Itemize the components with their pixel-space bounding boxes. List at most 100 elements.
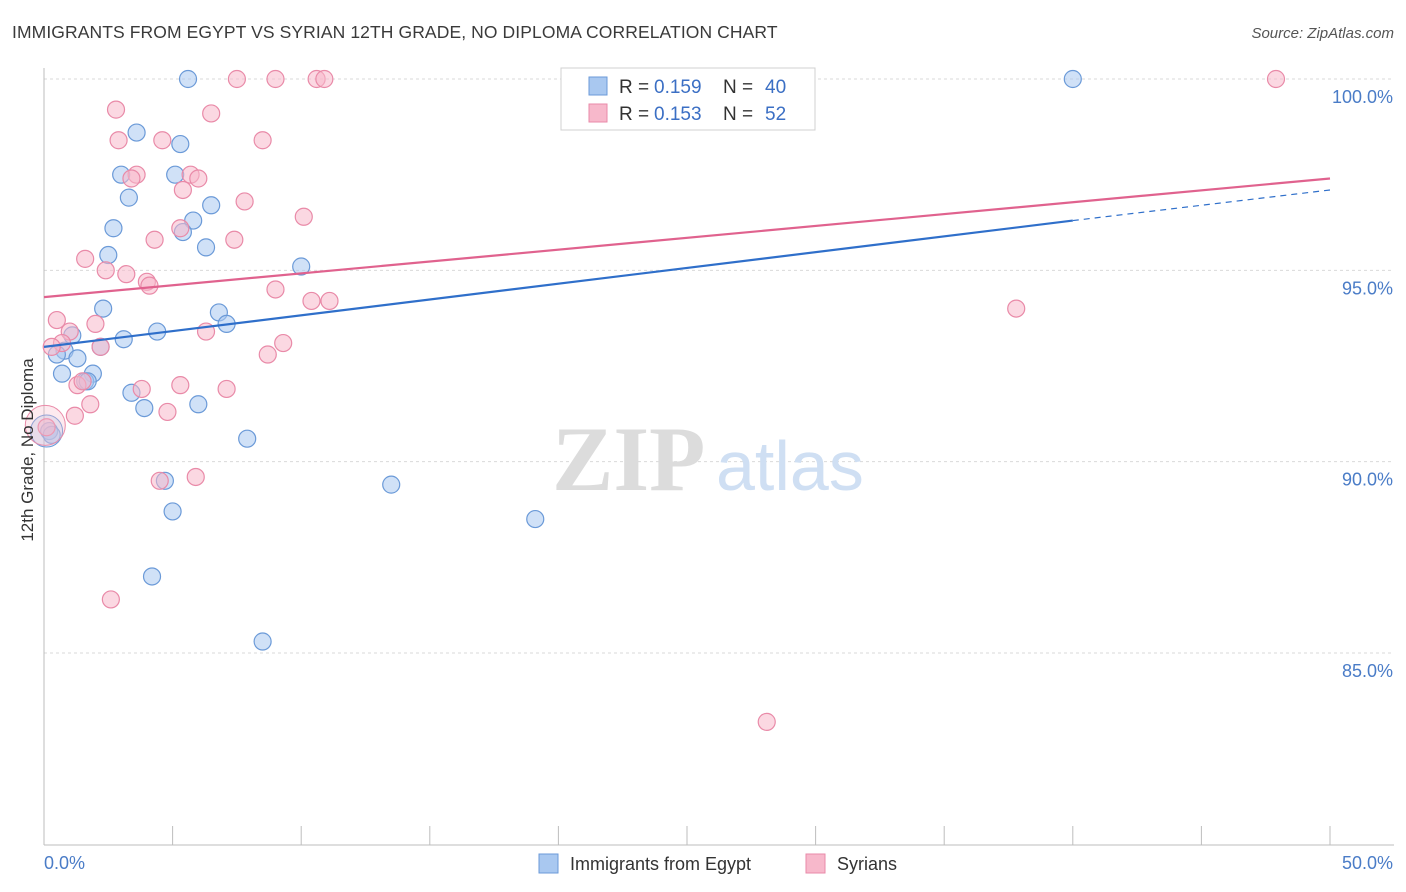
egypt-point-5 bbox=[166, 165, 185, 184]
syrians-point-41 bbox=[132, 379, 151, 399]
syrians-point-43 bbox=[158, 402, 177, 422]
syrians-point-29 bbox=[1007, 299, 1026, 318]
egypt-point-11 bbox=[196, 238, 216, 257]
syrians-point-cluster bbox=[24, 404, 66, 446]
syrians-point-19 bbox=[145, 230, 164, 249]
series-syrians-points bbox=[24, 69, 1286, 731]
legend-n-value-egypt: 40 bbox=[765, 77, 786, 98]
syrians-point-23 bbox=[117, 265, 136, 284]
syrians-point-31 bbox=[86, 314, 105, 334]
y-tick-label-95: 95.0% bbox=[1342, 278, 1393, 298]
syrians-point-45 bbox=[37, 418, 56, 437]
watermark-atlas: atlas bbox=[716, 427, 864, 505]
bottom-legend-label-syrians: Syrians bbox=[837, 854, 897, 874]
syrians-point-10 bbox=[253, 131, 272, 150]
egypt-point-6 bbox=[119, 188, 138, 207]
egypt-point-33 bbox=[238, 429, 257, 448]
egypt-point-36 bbox=[163, 502, 182, 521]
syrians-point-18 bbox=[171, 219, 190, 238]
syrians-point-44 bbox=[65, 406, 84, 425]
syrians-point-50 bbox=[73, 372, 92, 391]
egypt-point-9 bbox=[104, 219, 123, 238]
chart-title: IMMIGRANTS FROM EGYPT VS SYRIAN 12TH GRA… bbox=[12, 22, 778, 42]
syrians-point-22 bbox=[96, 261, 115, 280]
syrians-point-3 bbox=[315, 69, 334, 89]
syrians-point-14 bbox=[122, 169, 141, 188]
syrians-point-39 bbox=[171, 376, 190, 395]
gridlines bbox=[44, 78, 1394, 654]
y-tick-label-90: 90.0% bbox=[1342, 470, 1393, 490]
legend: R = 0.159 N = 40 R = 0.153 N = 52 bbox=[560, 67, 816, 131]
legend-r-label-syrians: R = bbox=[619, 104, 649, 125]
y-axis-title: 12th Grade, No Diploma bbox=[18, 358, 37, 542]
syrians-point-7 bbox=[202, 104, 221, 123]
egypt-point-34 bbox=[382, 475, 401, 494]
x-tick-labels: 0.0% 50.0% bbox=[44, 853, 1393, 873]
syrians-point-0 bbox=[227, 69, 246, 89]
bottom-legend-label-egypt: Immigrants from Egypt bbox=[570, 854, 751, 874]
syrians-trend-line bbox=[43, 177, 1331, 299]
egypt-point-38 bbox=[142, 567, 162, 586]
egypt-point-12 bbox=[99, 245, 118, 265]
egypt-point-30 bbox=[189, 395, 208, 414]
bottom-legend-swatch-egypt bbox=[538, 853, 559, 874]
legend-n-label-syrians: N = bbox=[723, 104, 753, 125]
syrians-point-35 bbox=[274, 333, 293, 353]
syrians-point-37 bbox=[258, 345, 277, 364]
legend-swatch-syrians bbox=[588, 103, 608, 123]
watermark-zip: ZIP bbox=[552, 408, 705, 510]
syrians-point-26 bbox=[266, 280, 285, 299]
syrians-point-8 bbox=[109, 131, 128, 150]
trend-lines bbox=[43, 177, 1331, 348]
egypt-point-14 bbox=[94, 299, 113, 318]
syrians-point-25 bbox=[140, 276, 159, 295]
syrians-point-48 bbox=[101, 590, 120, 609]
legend-r-label-egypt: R = bbox=[619, 77, 649, 98]
syrians-point-36 bbox=[91, 337, 110, 356]
egypt-trend-extension bbox=[1072, 189, 1331, 222]
egypt-point-1 bbox=[1063, 69, 1082, 89]
y-tick-labels: 85.0% 90.0% 95.0% 100.0% bbox=[1332, 87, 1393, 681]
x-tick-label-min: 0.0% bbox=[44, 853, 85, 873]
syrians-point-28 bbox=[320, 291, 339, 311]
egypt-trend-line bbox=[43, 219, 1073, 348]
syrians-point-40 bbox=[217, 379, 236, 399]
syrians-point-46 bbox=[150, 471, 169, 490]
syrians-point-1 bbox=[266, 69, 285, 89]
syrians-point-47 bbox=[186, 467, 205, 487]
syrians-point-17 bbox=[294, 207, 313, 226]
legend-swatch-egypt bbox=[588, 76, 608, 96]
syrians-point-16 bbox=[235, 192, 254, 211]
syrians-point-5 bbox=[1266, 69, 1286, 89]
legend-n-value-syrians: 52 bbox=[765, 104, 786, 125]
x-tick-label-max: 50.0% bbox=[1342, 853, 1393, 873]
egypt-point-37 bbox=[526, 509, 545, 529]
syrians-point-6 bbox=[106, 100, 126, 119]
source-label: Source: ZipAtlas.com bbox=[1251, 25, 1394, 42]
series-egypt-points bbox=[30, 69, 1082, 651]
syrians-point-13 bbox=[189, 169, 208, 188]
syrians-point-49 bbox=[757, 712, 776, 731]
egypt-point-2 bbox=[127, 123, 146, 142]
syrians-point-21 bbox=[76, 249, 95, 268]
syrians-point-42 bbox=[81, 395, 100, 414]
syrians-point-9 bbox=[153, 131, 172, 150]
egypt-point-23 bbox=[68, 349, 87, 368]
y-tick-label-85: 85.0% bbox=[1342, 661, 1393, 681]
egypt-point-3 bbox=[171, 134, 190, 154]
syrians-point-27 bbox=[302, 291, 321, 311]
egypt-point-19 bbox=[114, 330, 133, 349]
legend-r-value-syrians: 0.153 bbox=[654, 104, 702, 125]
bottom-legend: Immigrants from Egypt Syrians bbox=[538, 853, 897, 874]
egypt-point-29 bbox=[135, 398, 154, 418]
syrians-point-30 bbox=[47, 310, 66, 330]
y-tick-label-100: 100.0% bbox=[1332, 87, 1393, 107]
egypt-point-24 bbox=[52, 364, 72, 383]
egypt-point-39 bbox=[253, 632, 272, 651]
watermark: ZIP atlas bbox=[552, 408, 864, 510]
syrians-point-15 bbox=[173, 180, 192, 200]
legend-r-value-egypt: 0.159 bbox=[654, 77, 702, 98]
egypt-point-13 bbox=[292, 257, 311, 276]
axes bbox=[43, 68, 1394, 846]
